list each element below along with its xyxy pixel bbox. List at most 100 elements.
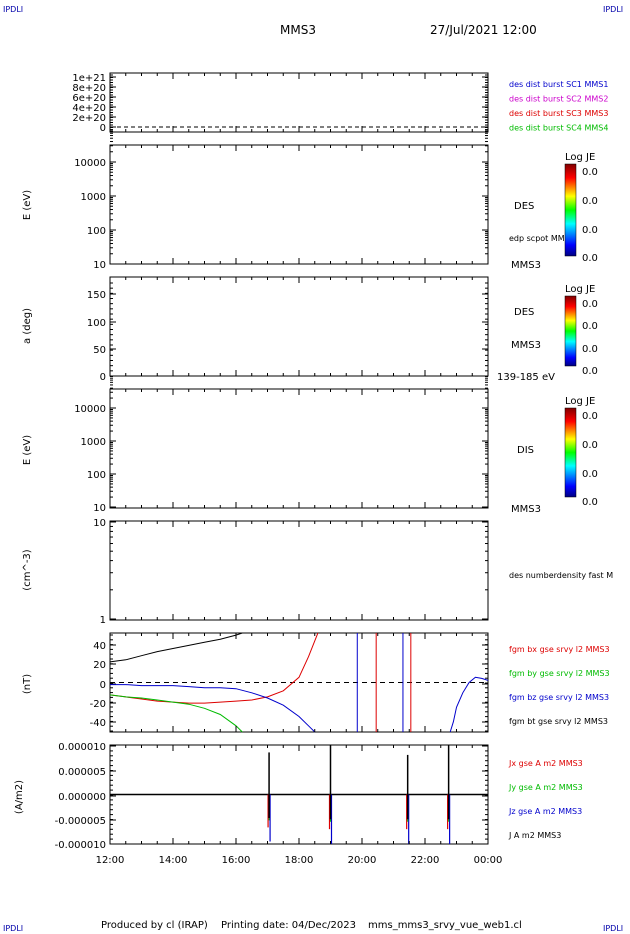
colorbar-value: 0.0 [582,167,598,178]
x-tick-label: 16:00 [222,855,251,866]
x-tick-label: 20:00 [348,855,377,866]
y-tick-label: 1 [100,615,106,626]
colorbar-panel-2: Log JE 0.0 0.0 0.0 0.0 [564,152,598,264]
panel-4-instrument: DIS [517,445,534,456]
panel-6-data [109,632,489,733]
y-tick-label: 100 [87,470,106,481]
y-tick-label: 6e+20 [72,93,106,104]
legend-entry: Jy gse A m2 MMS3 [508,783,583,792]
y-tick-label: 20 [93,660,106,671]
colorbar-title: Log JE [565,152,595,163]
x-tick-label: 12:00 [96,855,125,866]
colorbar-value: 0.0 [582,321,598,332]
legend-entry: des dist burst SC2 MMS2 [509,95,608,104]
colorbar-value: 0.0 [582,299,598,310]
panel-4-frame [109,388,489,509]
panel-2-instrument: DES [514,201,534,212]
colorbar-panel-3: Log JE 0.0 0.0 0.0 0.0 [564,284,598,377]
y-tick-label: 10 [93,503,106,514]
colorbar-value: 0.0 [582,225,598,236]
y-tick-label: 0 [100,680,106,691]
panel-6-ylabel: (nT) [22,674,33,694]
y-tick-label: 10000 [74,158,106,169]
panel-5-frame [109,520,489,621]
y-tick-label: 40 [93,641,106,652]
y-tick-label: 10 [93,260,106,271]
header-spacecraft: MMS3 [280,23,316,37]
panel-7-data [110,745,488,844]
panel-3-spacecraft: MMS3 [511,340,541,351]
legend-entry: Jz gse A m2 MMS3 [508,807,582,816]
footer-filename: mms_mms3_srvy_vue_web1.cl [368,920,522,931]
panel-6-legend: fgm bx gse srvy l2 MMS3 fgm by gse srvy l… [509,645,610,726]
y-tick-label: 8e+20 [72,83,106,94]
panel-3-ticks: 150 100 50 0 [87,282,488,383]
legend-entry: fgm bt gse srvy l2 MMS3 [509,717,608,726]
legend-entry: Jx gse A m2 MMS3 [508,759,583,768]
legend-entry: J A m2 MMS3 [508,831,561,840]
panel-1-legend: des dist burst SC1 MMS1 des dist burst SC… [509,80,608,133]
panel-3-instrument: DES [514,307,534,318]
y-tick-label: 0 [100,123,106,134]
corner-label-top-left: IPDLI [3,5,23,14]
panel-2-ticks: 10000 1000 100 10 [74,129,488,271]
legend-entry: des dist burst SC4 MMS4 [509,124,608,133]
y-tick-label: 0.000000 [58,792,106,803]
y-tick-label: 1e+21 [72,73,106,84]
colorbar-title: Log JE [565,396,595,407]
x-tick-label: 14:00 [159,855,188,866]
panel-4-spacecraft: MMS3 [511,504,541,515]
panel-7-legend: Jx gse A m2 MMS3 Jy gse A m2 MMS3 Jz gse A… [508,759,583,840]
y-tick-label: 0.000010 [58,742,106,753]
panel-2-note: edp scpot MMS3 [509,234,575,243]
panel-2-spacecraft: MMS3 [511,260,541,271]
x-tick-label: 00:00 [474,855,503,866]
y-tick-label: 10000 [74,404,106,415]
colorbar-value: 0.0 [582,411,598,422]
y-tick-label: 100 [87,226,106,237]
colorbar-value: 0.0 [582,366,598,377]
y-tick-label: -0.000010 [55,840,106,851]
panel-4-ticks: 10000 1000 100 10 [74,376,488,514]
y-tick-label: -0.000005 [55,816,106,827]
series-line [110,684,316,733]
panel-7-ylabel: (A/m2) [14,780,25,814]
header-datetime: 27/Jul/2021 12:00 [430,23,537,37]
time-axis: 12:00 14:00 16:00 18:00 20:00 22:00 00:00 [96,73,503,866]
colorbar-value: 0.0 [582,440,598,451]
y-tick-label: -20 [90,699,106,710]
series-line [109,632,243,663]
corner-label-bottom-right: IPDLI [603,924,623,933]
y-tick-label: 1000 [81,192,106,203]
series-line [109,694,243,733]
y-tick-label: 4e+20 [72,103,106,114]
colorbar-value: 0.0 [582,344,598,355]
colorbar-title: Log JE [565,284,595,295]
colorbar-panel-4: Log JE 0.0 0.0 0.0 0.0 [564,396,598,508]
corner-label-top-right: IPDLI [603,5,623,14]
legend-entry: des dist burst SC1 MMS1 [509,80,608,89]
footer-producer: Produced by cl (IRAP) [101,920,208,931]
panel-5-legend: des numberdensity fast M [509,571,613,580]
colorbar-value: 0.0 [582,253,598,264]
x-tick-label: 18:00 [285,855,314,866]
y-tick-label: -40 [90,718,106,729]
panel-4-ylabel: E (eV) [22,435,33,465]
corner-label-bottom-left: IPDLI [3,924,23,933]
panel-6-ticks: 40 20 0 -20 -40 [90,634,488,732]
colorbar-value: 0.0 [582,497,598,508]
panel-5-ticks: 10 1 [93,518,488,626]
y-tick-label: 50 [93,345,106,356]
legend-entry: des dist burst SC3 MMS3 [509,109,608,118]
y-tick-label: 2e+20 [72,113,106,124]
panel-1-frame [109,72,489,133]
legend-entry: fgm bx gse srvy l2 MMS3 [509,645,610,654]
panel-3-energy: 139-185 eV [497,372,555,383]
panel-5-ylabel: (cm^-3) [22,549,33,590]
series-line [449,676,489,733]
legend-entry: fgm by gse srvy l2 MMS3 [509,669,610,678]
panel-3-frame [109,276,489,377]
y-tick-label: 150 [87,290,106,301]
